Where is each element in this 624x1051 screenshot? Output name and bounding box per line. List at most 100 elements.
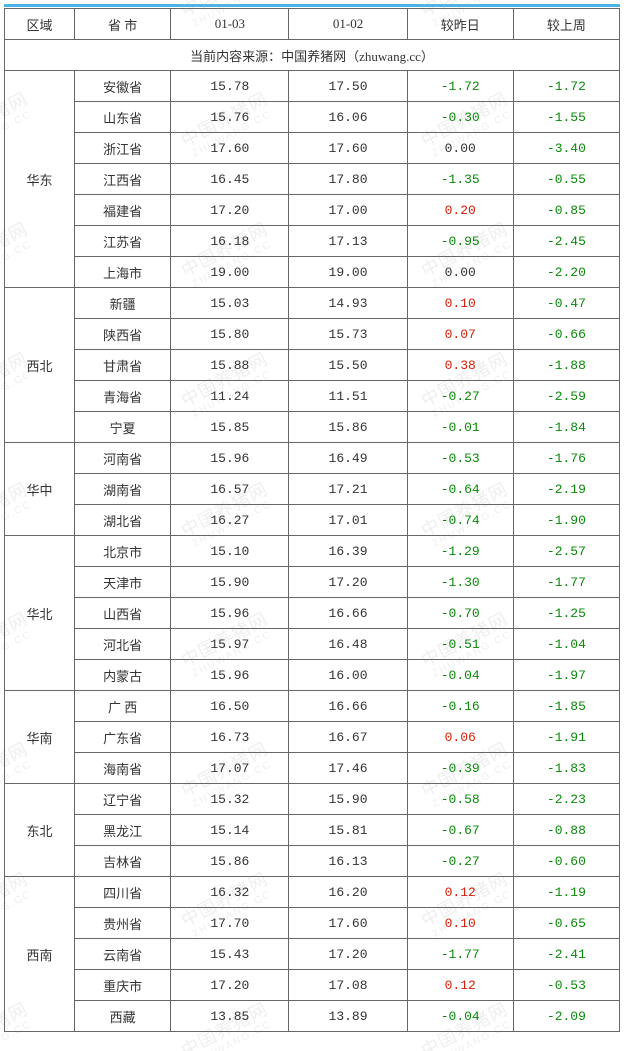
value-d1: 15.76 [171,102,289,133]
delta-lastweek: -1.83 [513,753,619,784]
delta-yesterday: 0.20 [407,195,513,226]
region-cell: 西北 [5,288,75,443]
th-region: 区域 [5,9,75,40]
province-cell: 江苏省 [75,226,171,257]
value-d1: 15.32 [171,784,289,815]
value-d2: 17.01 [289,505,407,536]
table-row: 江苏省16.1817.13-0.95-2.45 [5,226,620,257]
table-row: 福建省17.2017.000.20-0.85 [5,195,620,226]
table-row: 天津市15.9017.20-1.30-1.77 [5,567,620,598]
table-row: 山东省15.7616.06-0.30-1.55 [5,102,620,133]
value-d1: 19.00 [171,257,289,288]
value-d1: 16.73 [171,722,289,753]
value-d1: 15.78 [171,71,289,102]
delta-yesterday: 0.12 [407,970,513,1001]
value-d1: 16.50 [171,691,289,722]
table-body: 华东安徽省15.7817.50-1.72-1.72山东省15.7616.06-0… [5,71,620,1032]
table-row: 浙江省17.6017.600.00-3.40 [5,133,620,164]
delta-lastweek: -1.90 [513,505,619,536]
price-table: 区域 省 市 01-03 01-02 较昨日 较上周 当前内容来源：中国养猪网（… [4,8,620,1032]
table-row: 海南省17.0717.46-0.39-1.83 [5,753,620,784]
region-cell: 东北 [5,784,75,877]
delta-lastweek: -1.72 [513,71,619,102]
table-row: 湖南省16.5717.21-0.64-2.19 [5,474,620,505]
region-cell: 华北 [5,536,75,691]
delta-yesterday: -0.74 [407,505,513,536]
region-cell: 华南 [5,691,75,784]
delta-yesterday: -0.30 [407,102,513,133]
value-d2: 16.66 [289,598,407,629]
region-cell: 华东 [5,71,75,288]
delta-yesterday: -1.30 [407,567,513,598]
region-cell: 华中 [5,443,75,536]
value-d1: 15.10 [171,536,289,567]
table-row: 甘肃省15.8815.500.38-1.88 [5,350,620,381]
value-d2: 15.73 [289,319,407,350]
delta-lastweek: -2.19 [513,474,619,505]
value-d1: 15.96 [171,660,289,691]
province-cell: 广东省 [75,722,171,753]
table-row: 西藏13.8513.89-0.04-2.09 [5,1001,620,1032]
province-cell: 辽宁省 [75,784,171,815]
value-d2: 16.66 [289,691,407,722]
delta-yesterday: -0.70 [407,598,513,629]
province-cell: 吉林省 [75,846,171,877]
value-d2: 16.00 [289,660,407,691]
delta-yesterday: 0.06 [407,722,513,753]
province-cell: 甘肃省 [75,350,171,381]
table-row: 西南四川省16.3216.200.12-1.19 [5,877,620,908]
province-cell: 内蒙古 [75,660,171,691]
value-d2: 17.08 [289,970,407,1001]
province-cell: 福建省 [75,195,171,226]
delta-yesterday: -0.27 [407,381,513,412]
value-d1: 15.96 [171,598,289,629]
delta-lastweek: -0.60 [513,846,619,877]
value-d1: 15.14 [171,815,289,846]
delta-yesterday: 0.38 [407,350,513,381]
province-cell: 四川省 [75,877,171,908]
th-vs-lastweek: 较上周 [513,9,619,40]
delta-lastweek: -1.55 [513,102,619,133]
value-d2: 16.49 [289,443,407,474]
delta-yesterday: -0.51 [407,629,513,660]
delta-yesterday: 0.07 [407,319,513,350]
value-d1: 17.20 [171,195,289,226]
delta-lastweek: -0.47 [513,288,619,319]
province-cell: 山西省 [75,598,171,629]
province-cell: 宁夏 [75,412,171,443]
delta-lastweek: -2.41 [513,939,619,970]
value-d2: 17.80 [289,164,407,195]
delta-yesterday: -0.27 [407,846,513,877]
delta-yesterday: 0.10 [407,908,513,939]
table-row: 重庆市17.2017.080.12-0.53 [5,970,620,1001]
delta-yesterday: -0.39 [407,753,513,784]
value-d2: 16.13 [289,846,407,877]
table-row: 华北北京市15.1016.39-1.29-2.57 [5,536,620,567]
province-cell: 河北省 [75,629,171,660]
table-row: 西北新疆15.0314.930.10-0.47 [5,288,620,319]
table-row: 内蒙古15.9616.00-0.04-1.97 [5,660,620,691]
value-d1: 15.03 [171,288,289,319]
table-row: 贵州省17.7017.600.10-0.65 [5,908,620,939]
delta-yesterday: 0.00 [407,133,513,164]
value-d1: 13.85 [171,1001,289,1032]
value-d2: 16.06 [289,102,407,133]
delta-yesterday: -1.35 [407,164,513,195]
value-d2: 17.20 [289,939,407,970]
delta-yesterday: -1.29 [407,536,513,567]
region-cell: 西南 [5,877,75,1032]
delta-lastweek: -1.85 [513,691,619,722]
delta-yesterday: -0.67 [407,815,513,846]
value-d2: 16.20 [289,877,407,908]
value-d2: 17.46 [289,753,407,784]
table-row: 华南广 西16.5016.66-0.16-1.85 [5,691,620,722]
value-d1: 15.43 [171,939,289,970]
value-d1: 16.57 [171,474,289,505]
province-cell: 天津市 [75,567,171,598]
delta-lastweek: -1.84 [513,412,619,443]
delta-yesterday: 0.10 [407,288,513,319]
value-d1: 15.96 [171,443,289,474]
province-cell: 安徽省 [75,71,171,102]
table-header-row: 区域 省 市 01-03 01-02 较昨日 较上周 [5,9,620,40]
delta-lastweek: -0.85 [513,195,619,226]
